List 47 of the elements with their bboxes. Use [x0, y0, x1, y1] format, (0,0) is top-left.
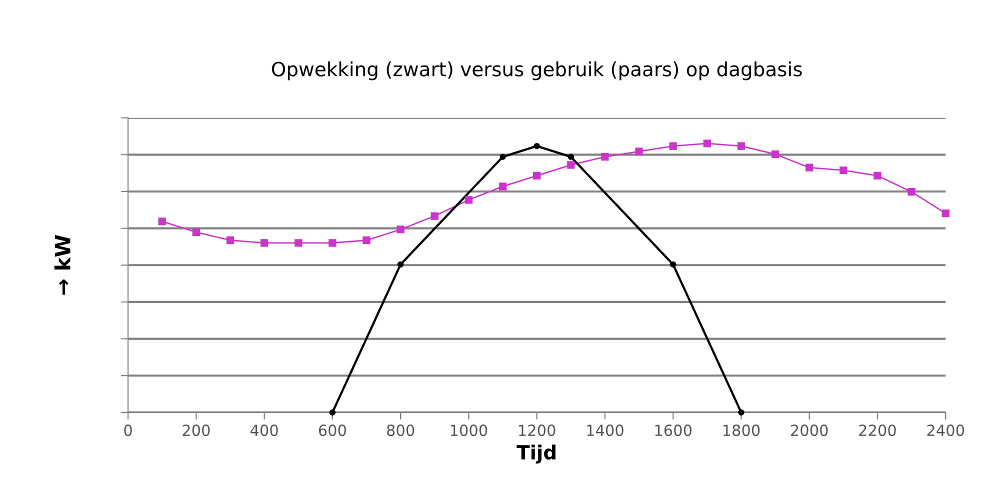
x-tick-label: 0 [124, 424, 132, 436]
x-tick-label: 600 [318, 424, 346, 436]
point [158, 218, 166, 226]
point [874, 172, 882, 180]
x-tick-label: 1600 [655, 424, 692, 436]
point [738, 409, 744, 416]
x-axis-title: Tijd [516, 444, 556, 464]
x-tick-label: 2400 [927, 424, 964, 436]
point [840, 166, 848, 174]
point [534, 142, 540, 150]
point [362, 236, 370, 244]
point [568, 154, 574, 160]
point [567, 161, 575, 169]
x-tick-label: 1800 [723, 424, 760, 436]
point [397, 261, 404, 268]
point [806, 164, 814, 172]
point [464, 196, 473, 204]
point [635, 148, 643, 156]
point [226, 236, 234, 244]
point [703, 140, 711, 148]
point [908, 188, 916, 196]
point [192, 228, 200, 236]
point [329, 409, 336, 416]
x-tick-label: 2200 [859, 424, 896, 436]
point [498, 182, 507, 190]
x-tick-label: 400 [250, 424, 278, 436]
point [737, 142, 746, 150]
point [294, 239, 302, 247]
point [669, 142, 677, 150]
point [533, 172, 541, 180]
point [328, 239, 336, 247]
x-tick-label: 800 [387, 424, 414, 436]
x-tick-label: 2000 [791, 424, 828, 436]
x-tick-label: 1400 [587, 424, 624, 436]
x-tick-label: 1000 [450, 424, 488, 436]
y-axis-title: → kW [54, 235, 70, 295]
point [670, 261, 676, 268]
point [260, 239, 268, 247]
point [601, 153, 609, 161]
point [771, 150, 780, 158]
x-tick-label: 1200 [519, 424, 556, 436]
point [942, 210, 950, 218]
chart-title: Opwekking (zwart) versus gebruik (paars) op dagbasis [272, 61, 802, 80]
point [430, 212, 438, 220]
x-tick-label: 200 [182, 424, 210, 436]
point [500, 154, 506, 160]
point [396, 226, 404, 234]
